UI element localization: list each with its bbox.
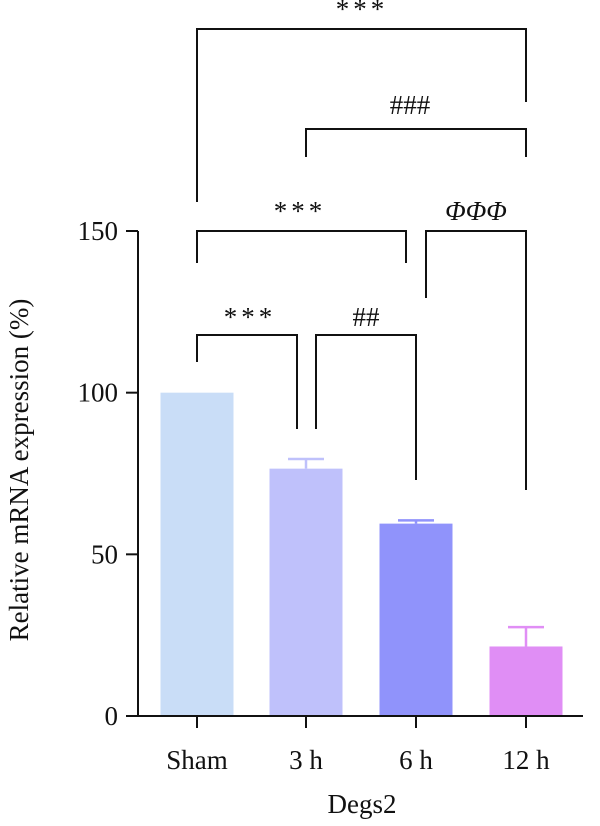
x-tick-label: 3 h	[289, 745, 323, 775]
significance-bracket	[305, 128, 527, 157]
bar	[489, 646, 563, 716]
bar	[379, 523, 453, 716]
x-tick-label: 6 h	[399, 745, 433, 775]
significance-bracket	[425, 230, 527, 490]
x-tick-label: 12 h	[502, 745, 550, 775]
significance-label: ***	[336, 0, 389, 24]
significance-label: ***	[224, 302, 277, 332]
bar	[160, 392, 234, 716]
significance-bracket	[196, 28, 527, 202]
y-tick-label: 150	[78, 216, 119, 246]
y-tick-label: 50	[91, 539, 118, 569]
plot-area: 0 50 100 150 Sham 3 h 6 h 12 h *** ## *** ΦΦΦ ### ***	[78, 0, 583, 775]
x-tick-label: Sham	[166, 745, 228, 775]
x-axis-title: Degs2	[328, 789, 397, 819]
y-axis-title: Relative mRNA expression (%)	[4, 299, 34, 642]
significance-bracket	[196, 230, 407, 263]
significance-label: ##	[353, 302, 381, 332]
y-tick-label: 0	[105, 701, 119, 731]
significance-label: ###	[390, 90, 431, 120]
bar	[269, 468, 343, 716]
significance-bracket	[196, 334, 298, 429]
y-tick-label: 100	[78, 378, 119, 408]
significance-bracket	[315, 334, 417, 480]
significance-label: ***	[274, 196, 327, 226]
significance-label: ΦΦΦ	[445, 196, 507, 226]
